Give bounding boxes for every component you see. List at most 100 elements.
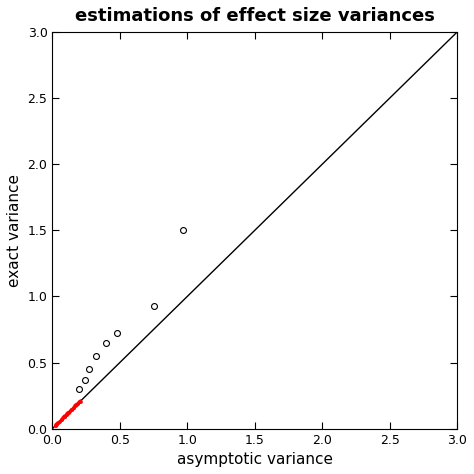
Point bbox=[68, 405, 75, 413]
Point bbox=[66, 406, 74, 413]
Point bbox=[53, 421, 60, 429]
Point bbox=[180, 227, 187, 234]
Point bbox=[53, 420, 61, 428]
Point bbox=[70, 404, 78, 411]
Point bbox=[74, 398, 82, 405]
Point bbox=[60, 412, 68, 419]
Point bbox=[58, 416, 65, 424]
Point bbox=[65, 407, 73, 415]
Point bbox=[68, 405, 75, 413]
Point bbox=[52, 422, 60, 429]
Point bbox=[75, 398, 82, 406]
Point bbox=[71, 402, 78, 410]
Point bbox=[75, 397, 83, 404]
Point bbox=[57, 417, 65, 424]
Point bbox=[66, 407, 74, 414]
Point bbox=[53, 420, 60, 428]
Point bbox=[65, 408, 73, 416]
Point bbox=[66, 408, 73, 415]
Point bbox=[54, 419, 62, 427]
Point bbox=[68, 406, 76, 414]
Point bbox=[54, 420, 61, 428]
Point bbox=[62, 411, 70, 419]
Point bbox=[56, 418, 64, 425]
Point bbox=[55, 418, 63, 426]
Point bbox=[65, 410, 73, 417]
Point bbox=[85, 365, 92, 373]
Point bbox=[55, 418, 63, 426]
Point bbox=[58, 415, 66, 422]
Point bbox=[62, 412, 69, 419]
Point bbox=[81, 376, 89, 383]
Point bbox=[63, 410, 70, 417]
Point bbox=[52, 419, 60, 427]
Point bbox=[65, 408, 73, 416]
Point bbox=[69, 405, 77, 412]
Point bbox=[54, 419, 61, 427]
Point bbox=[113, 329, 121, 337]
Point bbox=[74, 399, 82, 406]
Point bbox=[51, 421, 59, 428]
Point bbox=[60, 412, 67, 420]
Point bbox=[55, 419, 63, 426]
Title: estimations of effect size variances: estimations of effect size variances bbox=[75, 7, 435, 25]
Point bbox=[60, 414, 67, 422]
Point bbox=[73, 400, 81, 407]
Point bbox=[72, 401, 80, 409]
Point bbox=[59, 414, 66, 421]
Point bbox=[74, 401, 82, 408]
Point bbox=[71, 401, 79, 409]
Point bbox=[64, 409, 72, 416]
Point bbox=[72, 401, 79, 408]
Point bbox=[75, 397, 83, 404]
Point bbox=[60, 412, 67, 419]
Point bbox=[63, 411, 70, 419]
Point bbox=[102, 339, 110, 346]
Point bbox=[68, 406, 76, 414]
Point bbox=[77, 398, 84, 405]
Point bbox=[62, 412, 69, 419]
Point bbox=[70, 404, 78, 411]
Point bbox=[56, 417, 64, 424]
Point bbox=[56, 418, 64, 425]
Point bbox=[57, 415, 64, 423]
Point bbox=[62, 411, 70, 419]
Point bbox=[55, 419, 62, 427]
Point bbox=[59, 414, 67, 421]
Point bbox=[72, 400, 80, 408]
Point bbox=[69, 405, 76, 412]
Point bbox=[73, 400, 81, 408]
Point bbox=[71, 401, 79, 409]
Point bbox=[75, 385, 83, 393]
Point bbox=[74, 399, 82, 407]
Point bbox=[69, 403, 77, 410]
Point bbox=[57, 416, 65, 424]
Point bbox=[70, 404, 77, 412]
Point bbox=[70, 403, 77, 410]
Point bbox=[66, 407, 73, 414]
Point bbox=[69, 404, 76, 412]
Point bbox=[63, 409, 71, 416]
Point bbox=[66, 407, 74, 414]
Point bbox=[76, 398, 83, 405]
Point bbox=[56, 417, 64, 424]
Point bbox=[150, 302, 157, 310]
Point bbox=[59, 415, 66, 422]
Point bbox=[69, 404, 76, 412]
Point bbox=[73, 399, 81, 407]
Point bbox=[58, 416, 66, 423]
Point bbox=[54, 419, 62, 427]
Point bbox=[76, 398, 83, 406]
Point bbox=[63, 409, 71, 417]
Point bbox=[64, 411, 71, 419]
Point bbox=[51, 420, 59, 428]
Point bbox=[57, 415, 64, 422]
Point bbox=[61, 413, 68, 420]
Point bbox=[77, 397, 84, 404]
Point bbox=[71, 401, 78, 409]
Point bbox=[73, 401, 80, 408]
Point bbox=[51, 422, 59, 430]
Point bbox=[55, 417, 63, 425]
X-axis label: asymptotic variance: asymptotic variance bbox=[177, 452, 333, 467]
Point bbox=[74, 400, 82, 407]
